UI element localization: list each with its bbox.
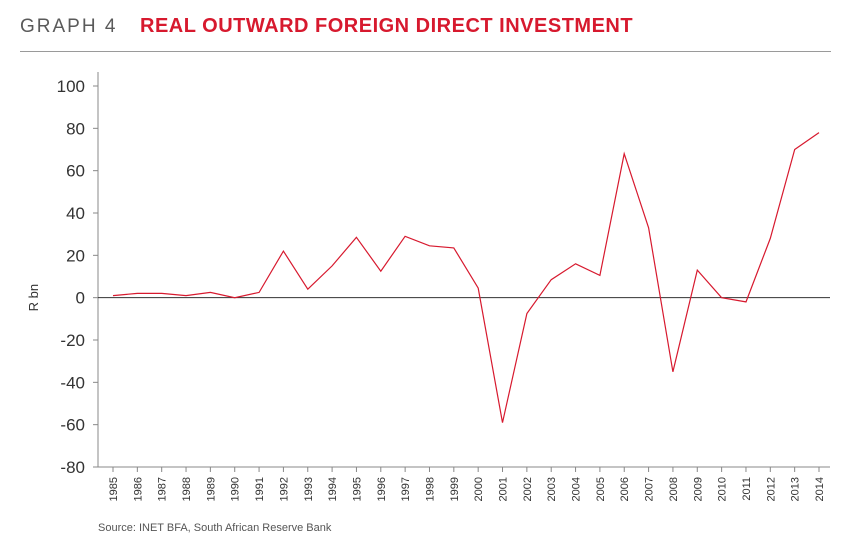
x-tick-label: 1993 — [303, 477, 315, 501]
x-axis-ticks: 1985 1986 1987 1988 1989 1990 1991 1992 1993 1994… — [108, 467, 826, 501]
x-tick-label: 1999 — [449, 477, 461, 501]
graph-label: GRAPH 4 — [20, 16, 118, 37]
y-tick-label: -80 — [60, 458, 85, 477]
x-tick-label: 2002 — [522, 477, 534, 501]
y-tick-label: 40 — [66, 204, 85, 223]
x-tick-label: 1995 — [351, 477, 363, 501]
x-tick-label: 1987 — [157, 477, 169, 501]
y-axis-ticks: 100 80 60 40 20 0 -20 -40 -60 -80 — [57, 77, 98, 477]
x-tick-label: 2009 — [692, 477, 704, 501]
y-tick-label: -60 — [60, 416, 85, 435]
source-note: Source: INET BFA, South African Reserve … — [98, 522, 332, 534]
x-tick-label: 2012 — [765, 477, 777, 501]
x-tick-label: 2005 — [595, 477, 607, 501]
x-tick-label: 2007 — [644, 477, 656, 501]
y-tick-label: 20 — [66, 246, 85, 265]
y-tick-label: -20 — [60, 331, 85, 350]
y-tick-label: 80 — [66, 119, 85, 138]
x-tick-label: 1996 — [376, 477, 388, 501]
x-tick-label: 1997 — [400, 477, 412, 501]
x-tick-label: 2000 — [473, 477, 485, 501]
x-tick-label: 1985 — [108, 477, 120, 501]
y-tick-label: 0 — [76, 289, 85, 308]
x-tick-label: 2011 — [741, 477, 753, 501]
x-tick-label: 1992 — [278, 477, 290, 501]
x-tick-label: 2006 — [619, 477, 631, 501]
x-tick-label: 2013 — [790, 477, 802, 501]
x-tick-label: 1989 — [205, 477, 217, 501]
x-tick-label: 2014 — [814, 477, 826, 501]
x-tick-label: 1988 — [181, 477, 193, 501]
y-tick-label: 60 — [66, 162, 85, 181]
y-axis-label: R bn — [26, 284, 41, 311]
y-tick-label: 100 — [57, 77, 85, 96]
x-tick-label: 2010 — [717, 477, 729, 501]
y-tick-label: -40 — [60, 373, 85, 392]
x-tick-label: 1994 — [327, 477, 339, 501]
header-divider — [20, 51, 831, 52]
x-tick-label: 1991 — [254, 477, 266, 501]
x-tick-label: 1986 — [132, 477, 144, 501]
x-tick-label: 2008 — [668, 477, 680, 501]
x-tick-label: 2003 — [546, 477, 558, 501]
x-tick-label: 2004 — [571, 477, 583, 501]
x-tick-label: 2001 — [498, 477, 510, 501]
x-tick-label: 1990 — [230, 477, 242, 501]
chart-title: REAL OUTWARD FOREIGN DIRECT INVESTMENT — [140, 15, 634, 37]
chart-header: GRAPH 4 REAL OUTWARD FOREIGN DIRECT INVE… — [0, 0, 850, 52]
series-line — [112, 132, 820, 423]
x-tick-label: 1998 — [424, 477, 436, 501]
